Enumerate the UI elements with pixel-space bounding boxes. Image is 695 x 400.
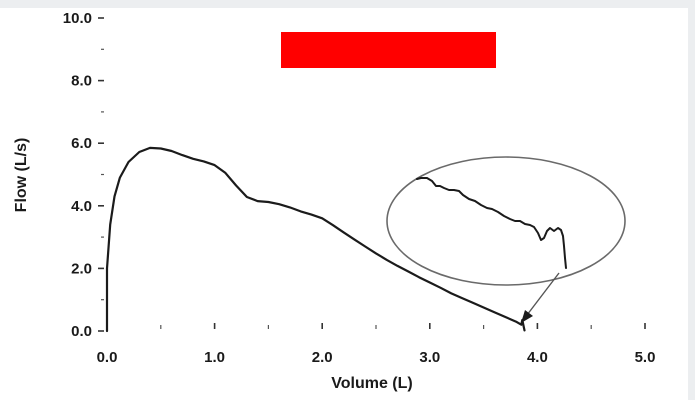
redaction-box xyxy=(281,32,496,68)
plot-panel xyxy=(0,8,688,400)
y-major-ticks xyxy=(98,17,104,332)
y-tick-label: 6.0 xyxy=(71,135,92,152)
x-axis-title: Volume (L) xyxy=(331,375,412,392)
y-tick-label: 10.0 xyxy=(63,10,92,27)
inset-ellipse xyxy=(386,156,626,286)
x-tick-labels: 0.0 1.0 2.0 3.0 4.0 5.0 xyxy=(97,349,656,366)
flow-volume-curve xyxy=(105,146,526,333)
x-tick-label: 3.0 xyxy=(419,349,440,366)
y-minor-ticks xyxy=(101,48,104,301)
y-tick-label: 8.0 xyxy=(71,73,92,90)
y-tick-labels: 0.0 2.0 4.0 6.0 8.0 10.0 xyxy=(63,10,92,340)
inset-pointer-line xyxy=(526,272,560,316)
x-tick-label: 0.0 xyxy=(97,349,118,366)
inset-curve xyxy=(416,177,567,269)
x-tick-label: 1.0 xyxy=(204,349,225,366)
x-tick-label: 5.0 xyxy=(635,349,656,366)
inset-pointer-arrowhead xyxy=(521,310,533,323)
x-tick-label: 2.0 xyxy=(312,349,333,366)
y-tick-label: 2.0 xyxy=(71,260,92,277)
x-minor-ticks xyxy=(160,325,592,329)
y-axis-title: Flow (L/s) xyxy=(13,138,30,213)
x-tick-label: 4.0 xyxy=(527,349,548,366)
y-tick-label: 4.0 xyxy=(71,198,92,215)
y-tick-label: 0.0 xyxy=(71,323,92,340)
